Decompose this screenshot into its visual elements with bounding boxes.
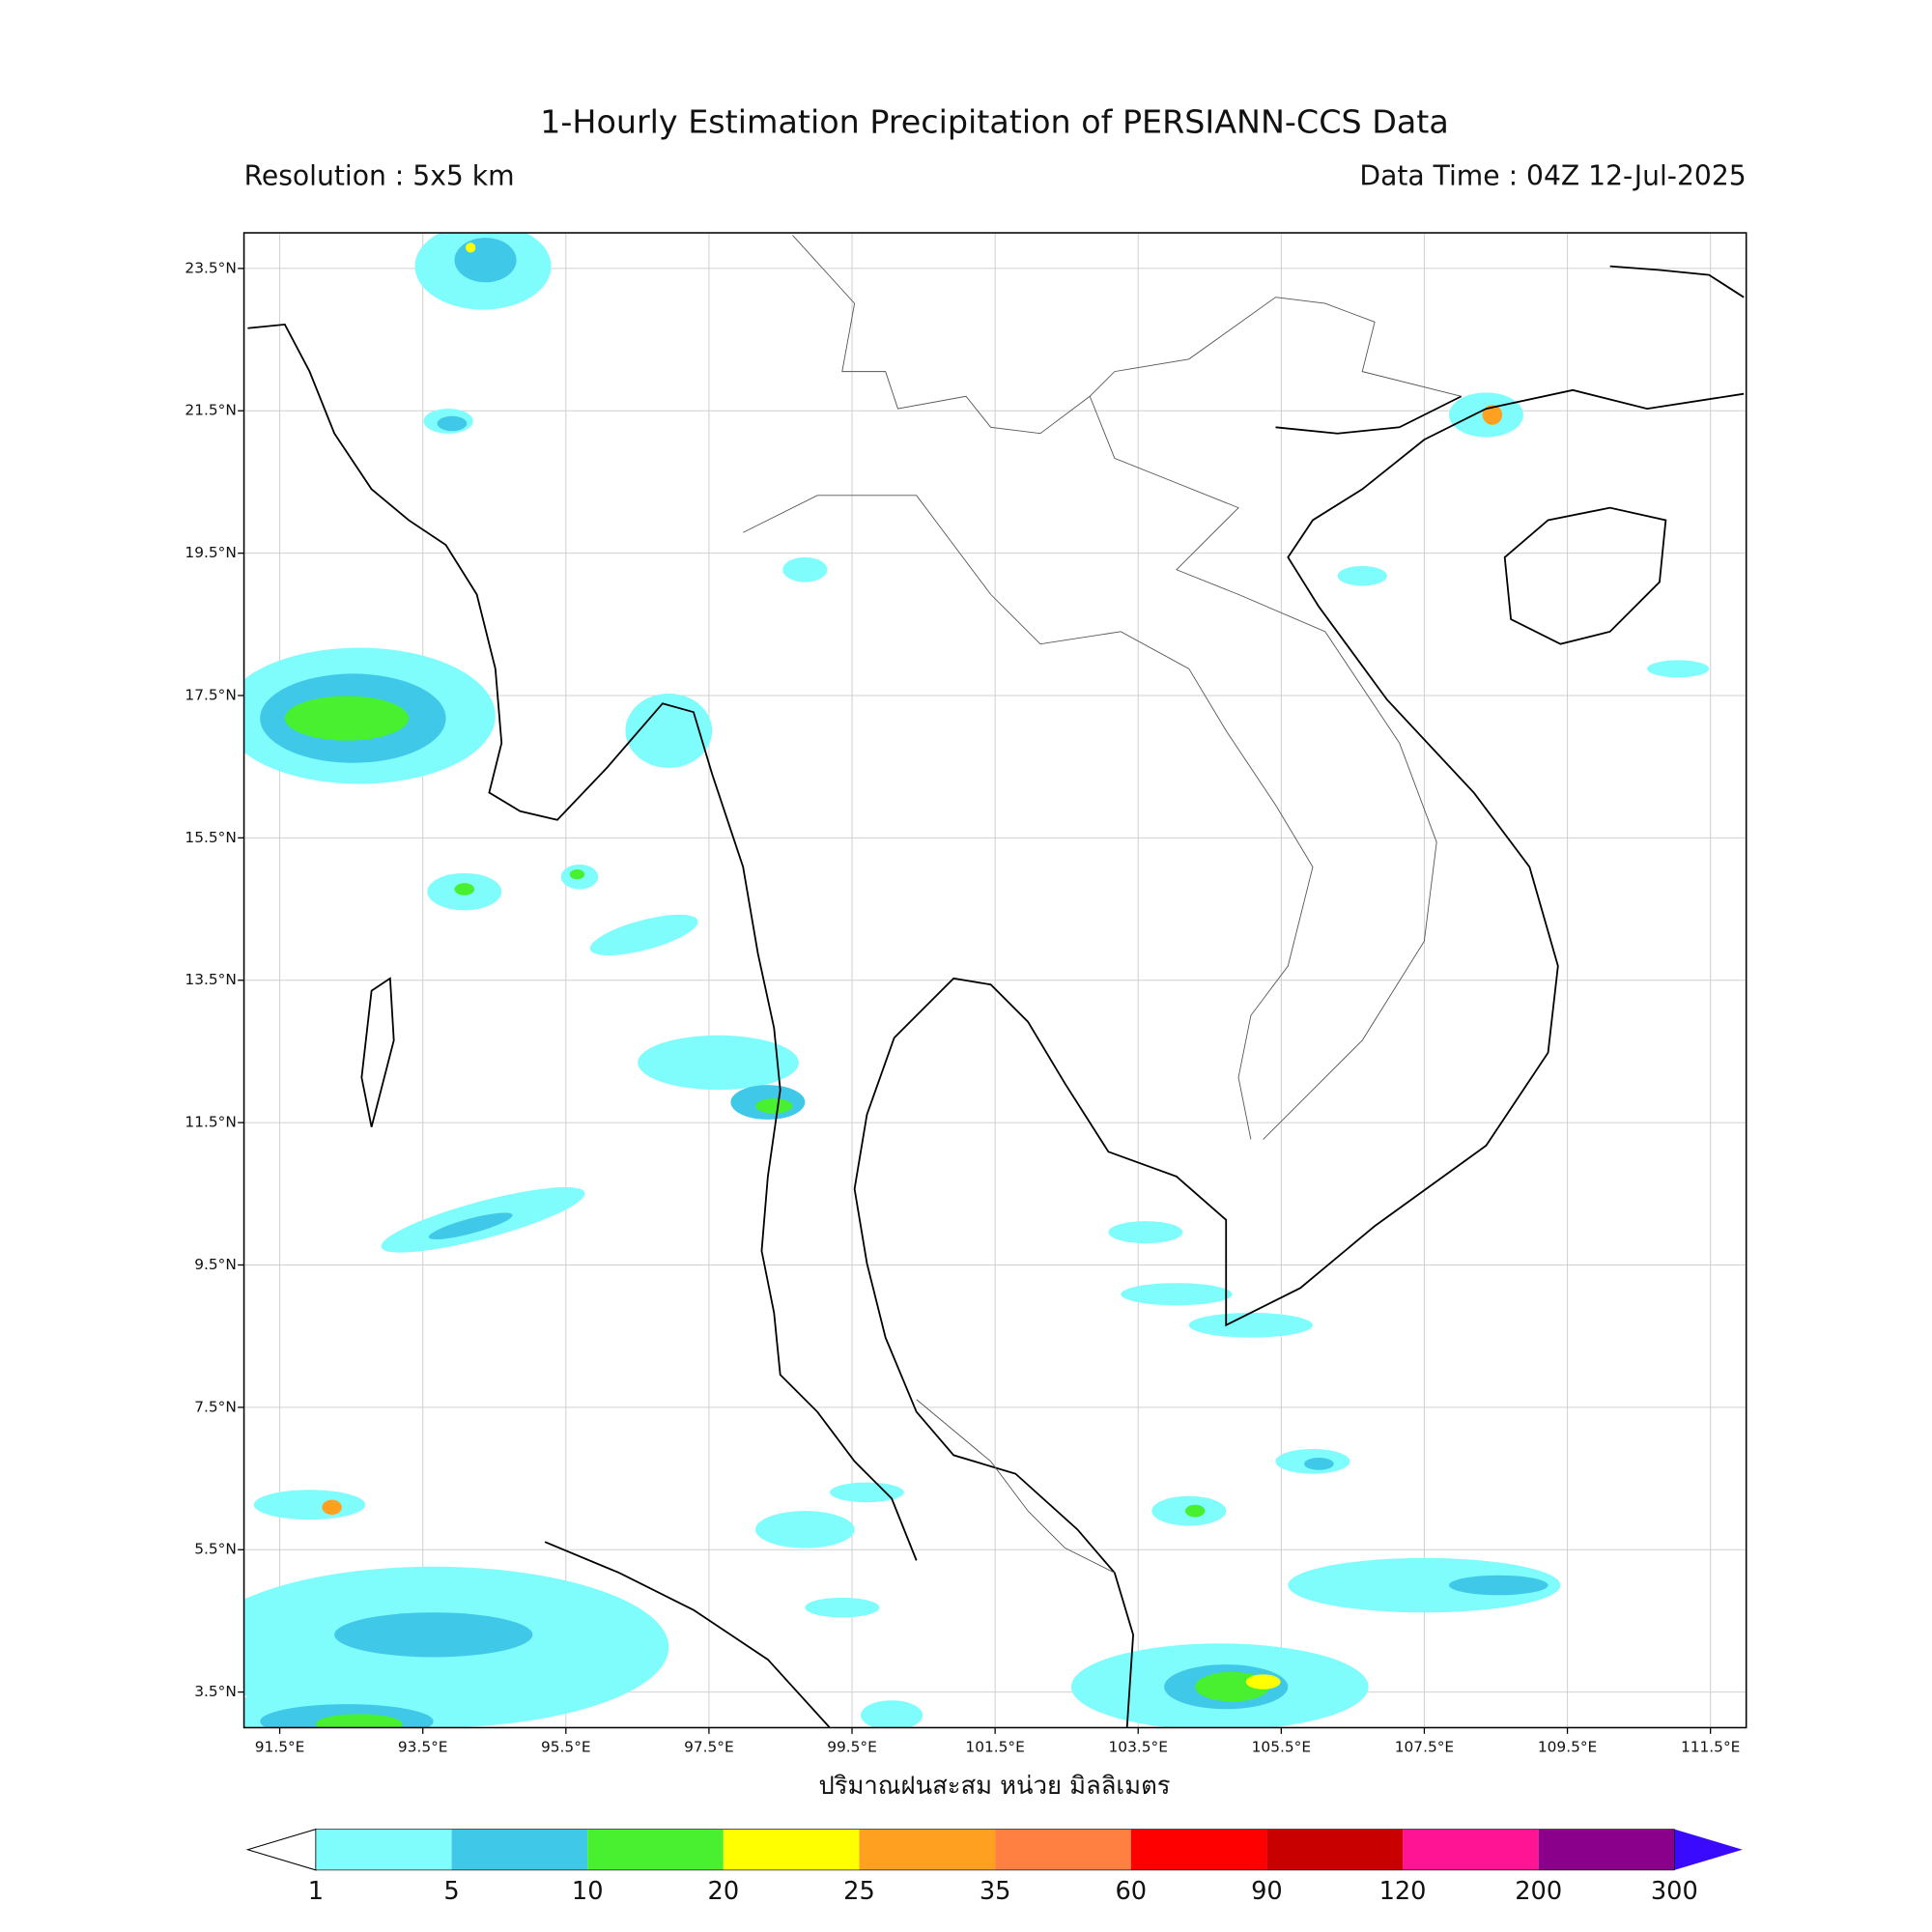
y-tick-label: 17.5°N xyxy=(185,686,236,703)
y-tick-label: 7.5°N xyxy=(194,1398,237,1415)
y-tick-label: 23.5°N xyxy=(185,259,236,276)
colorbar-frame xyxy=(315,1829,1675,1871)
colorbar-segment xyxy=(587,1829,724,1870)
colorbar-segment xyxy=(1130,1829,1267,1870)
x-tick-label: 101.5°E xyxy=(965,1738,1024,1755)
colorbar-over xyxy=(1674,1829,1743,1870)
colorbar-label: 200 xyxy=(1515,1877,1562,1906)
data-time: Data Time : 04Z 12-Jul-2025 xyxy=(1359,159,1746,191)
colorbar-segment xyxy=(859,1829,996,1870)
x-axis-label: ปริมาณฝนสะสม หน่วย มิลลิเมตร xyxy=(818,1772,1170,1801)
grid xyxy=(243,233,1747,1728)
colorbar-segment xyxy=(1403,1829,1539,1870)
colorbar-label: 1 xyxy=(308,1877,324,1906)
x-tick-label: 109.5°E xyxy=(1538,1738,1597,1755)
y-tick-label: 9.5°N xyxy=(194,1256,237,1273)
colorbar: 1 5 10 20 25 35 60 90 120 200 300 xyxy=(245,1828,1743,1906)
colorbar-segment xyxy=(1266,1829,1404,1870)
x-tick-label: 111.5°E xyxy=(1681,1738,1740,1755)
colorbar-label: 90 xyxy=(1251,1877,1283,1906)
rain-areas xyxy=(243,233,1710,1728)
y-tick-label: 3.5°N xyxy=(194,1683,237,1700)
colorbar-segment xyxy=(451,1829,588,1870)
y-tick-label: 5.5°N xyxy=(194,1541,237,1558)
colorbar-segment xyxy=(315,1829,452,1870)
colorbar-segment xyxy=(1538,1829,1675,1870)
colorbar-label: 25 xyxy=(843,1877,875,1906)
resolution: Resolution : 5x5 km xyxy=(244,159,515,191)
title: 1-Hourly Estimation Precipitation of PER… xyxy=(540,103,1449,141)
x-tick-label: 105.5°E xyxy=(1252,1738,1311,1755)
y-tick-label: 19.5°N xyxy=(185,544,236,561)
x-tick-label: 103.5°E xyxy=(1109,1738,1168,1755)
colorbar-label: 5 xyxy=(443,1877,459,1906)
x-tick-label: 107.5°E xyxy=(1395,1738,1454,1755)
x-tick-label: 99.5°E xyxy=(827,1738,877,1755)
y-tick-label: 11.5°N xyxy=(185,1114,236,1131)
colorbar-label: 10 xyxy=(572,1877,604,1906)
colorbar-segment xyxy=(723,1829,860,1870)
colorbar-label: 35 xyxy=(980,1877,1011,1906)
x-tick-label: 93.5°E xyxy=(398,1738,448,1755)
colorbar-label: 20 xyxy=(708,1877,740,1906)
coastlines xyxy=(247,265,1745,1728)
x-tick-label: 97.5°E xyxy=(684,1738,734,1755)
x-tick-label: 91.5°E xyxy=(255,1738,305,1755)
y-tick-label: 15.5°N xyxy=(185,829,236,846)
colorbar-under xyxy=(245,1828,317,1871)
x-tick-label: 95.5°E xyxy=(541,1738,591,1755)
colorbar-label: 60 xyxy=(1115,1877,1147,1906)
y-tick-label: 13.5°N xyxy=(185,971,236,988)
colorbar-label: 300 xyxy=(1651,1877,1698,1906)
colorbar-segment xyxy=(995,1829,1131,1870)
borders xyxy=(743,235,1462,1574)
y-tick-label: 21.5°N xyxy=(185,402,236,419)
map-layer xyxy=(243,233,1745,1728)
colorbar-label: 120 xyxy=(1379,1877,1427,1906)
